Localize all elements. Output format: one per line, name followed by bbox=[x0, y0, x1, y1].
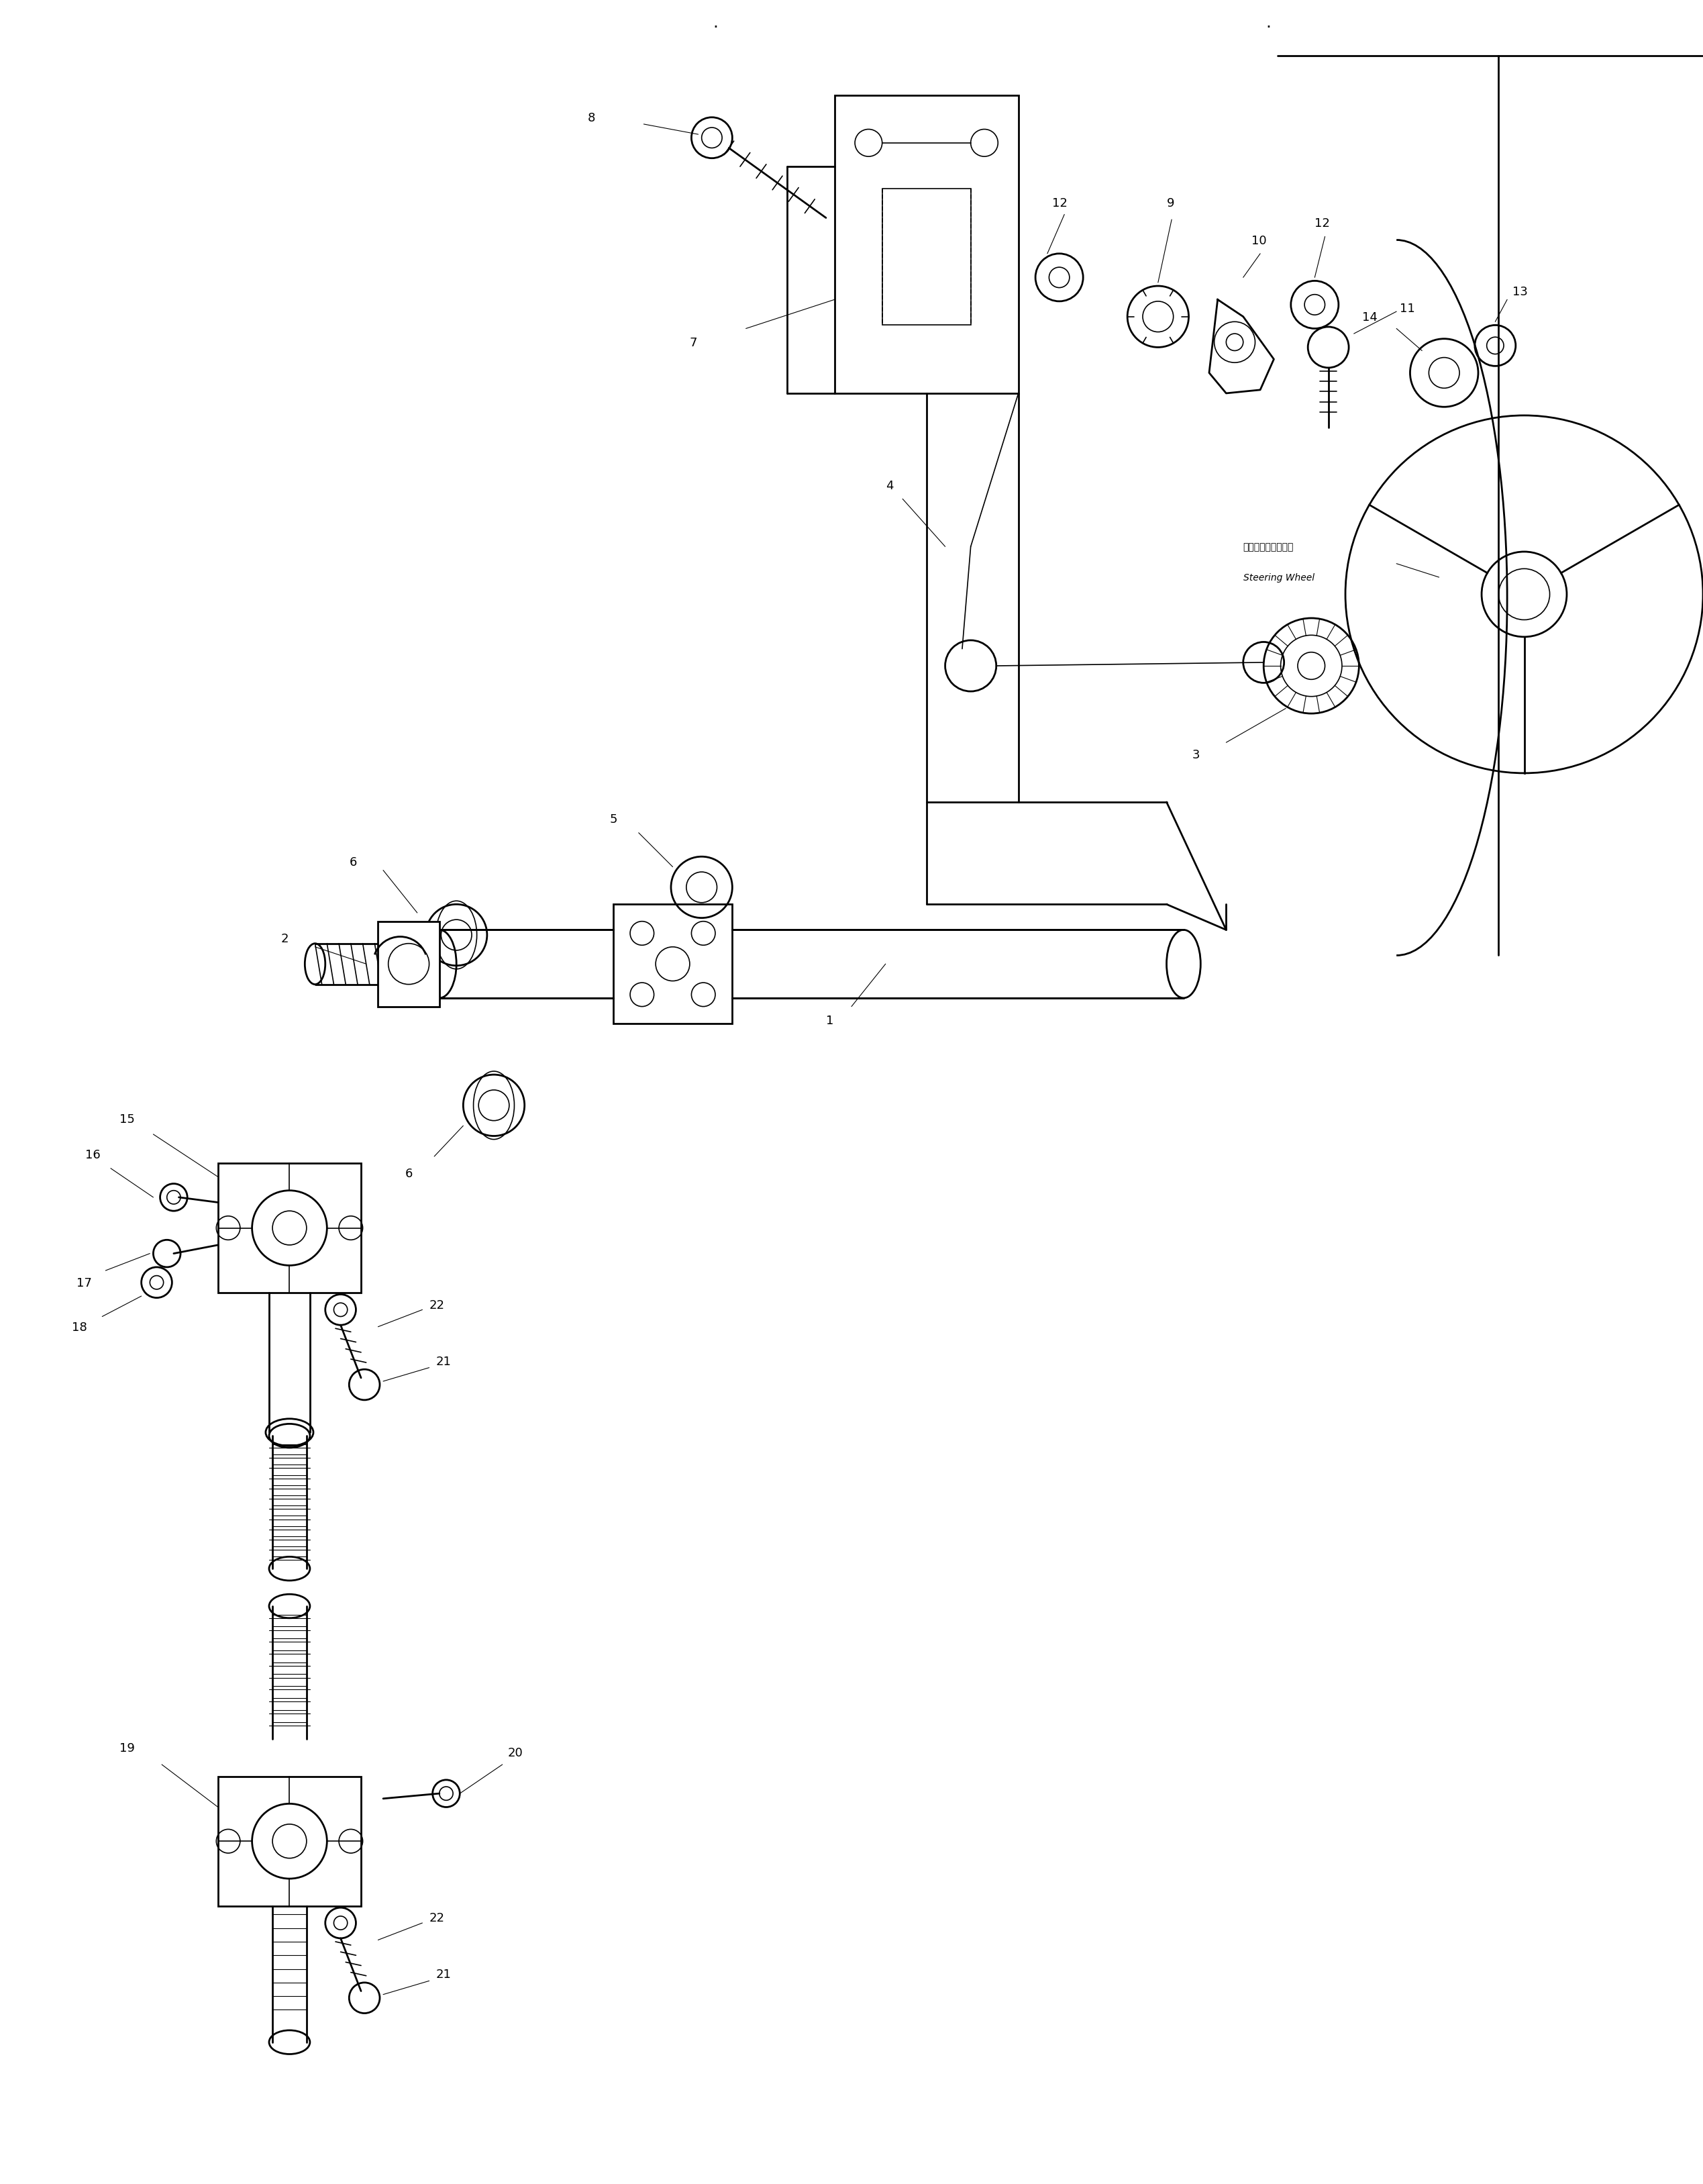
Text: ステアリングホイル: ステアリングホイル bbox=[1243, 542, 1294, 553]
Text: 20: 20 bbox=[507, 1747, 523, 1758]
Text: 19: 19 bbox=[119, 1741, 135, 1754]
Text: 18: 18 bbox=[72, 1321, 87, 1332]
Text: .: . bbox=[712, 15, 719, 31]
Text: 12: 12 bbox=[1315, 218, 1330, 229]
Text: Steering Wheel: Steering Wheel bbox=[1243, 572, 1315, 583]
Text: .: . bbox=[1265, 15, 1272, 31]
Text: 17: 17 bbox=[77, 1278, 92, 1289]
Text: 11: 11 bbox=[1400, 304, 1415, 314]
Bar bbox=[834, 96, 1018, 393]
Text: 14: 14 bbox=[1362, 310, 1378, 323]
Text: 16: 16 bbox=[85, 1149, 100, 1162]
Text: 2: 2 bbox=[281, 933, 290, 946]
Text: 6: 6 bbox=[405, 1168, 412, 1179]
Bar bbox=[378, 922, 439, 1007]
Text: 8: 8 bbox=[588, 111, 594, 124]
Text: 10: 10 bbox=[1252, 234, 1267, 247]
Text: 5: 5 bbox=[610, 812, 618, 826]
Text: 22: 22 bbox=[429, 1911, 444, 1924]
Text: 7: 7 bbox=[690, 336, 698, 349]
Text: 12: 12 bbox=[1052, 197, 1068, 210]
Text: 15: 15 bbox=[119, 1114, 135, 1125]
Text: 3: 3 bbox=[1192, 749, 1201, 760]
Text: 13: 13 bbox=[1512, 286, 1528, 297]
Text: 6: 6 bbox=[349, 856, 356, 869]
Bar bbox=[218, 1776, 361, 1907]
Bar bbox=[218, 1164, 361, 1293]
Text: 21: 21 bbox=[436, 1968, 451, 1981]
Text: 1: 1 bbox=[826, 1013, 833, 1026]
Text: 21: 21 bbox=[436, 1354, 451, 1367]
Text: 4: 4 bbox=[886, 480, 894, 491]
Text: 9: 9 bbox=[1167, 197, 1175, 210]
Bar bbox=[613, 904, 732, 1024]
Text: 22: 22 bbox=[429, 1299, 444, 1310]
Bar bbox=[882, 190, 971, 325]
